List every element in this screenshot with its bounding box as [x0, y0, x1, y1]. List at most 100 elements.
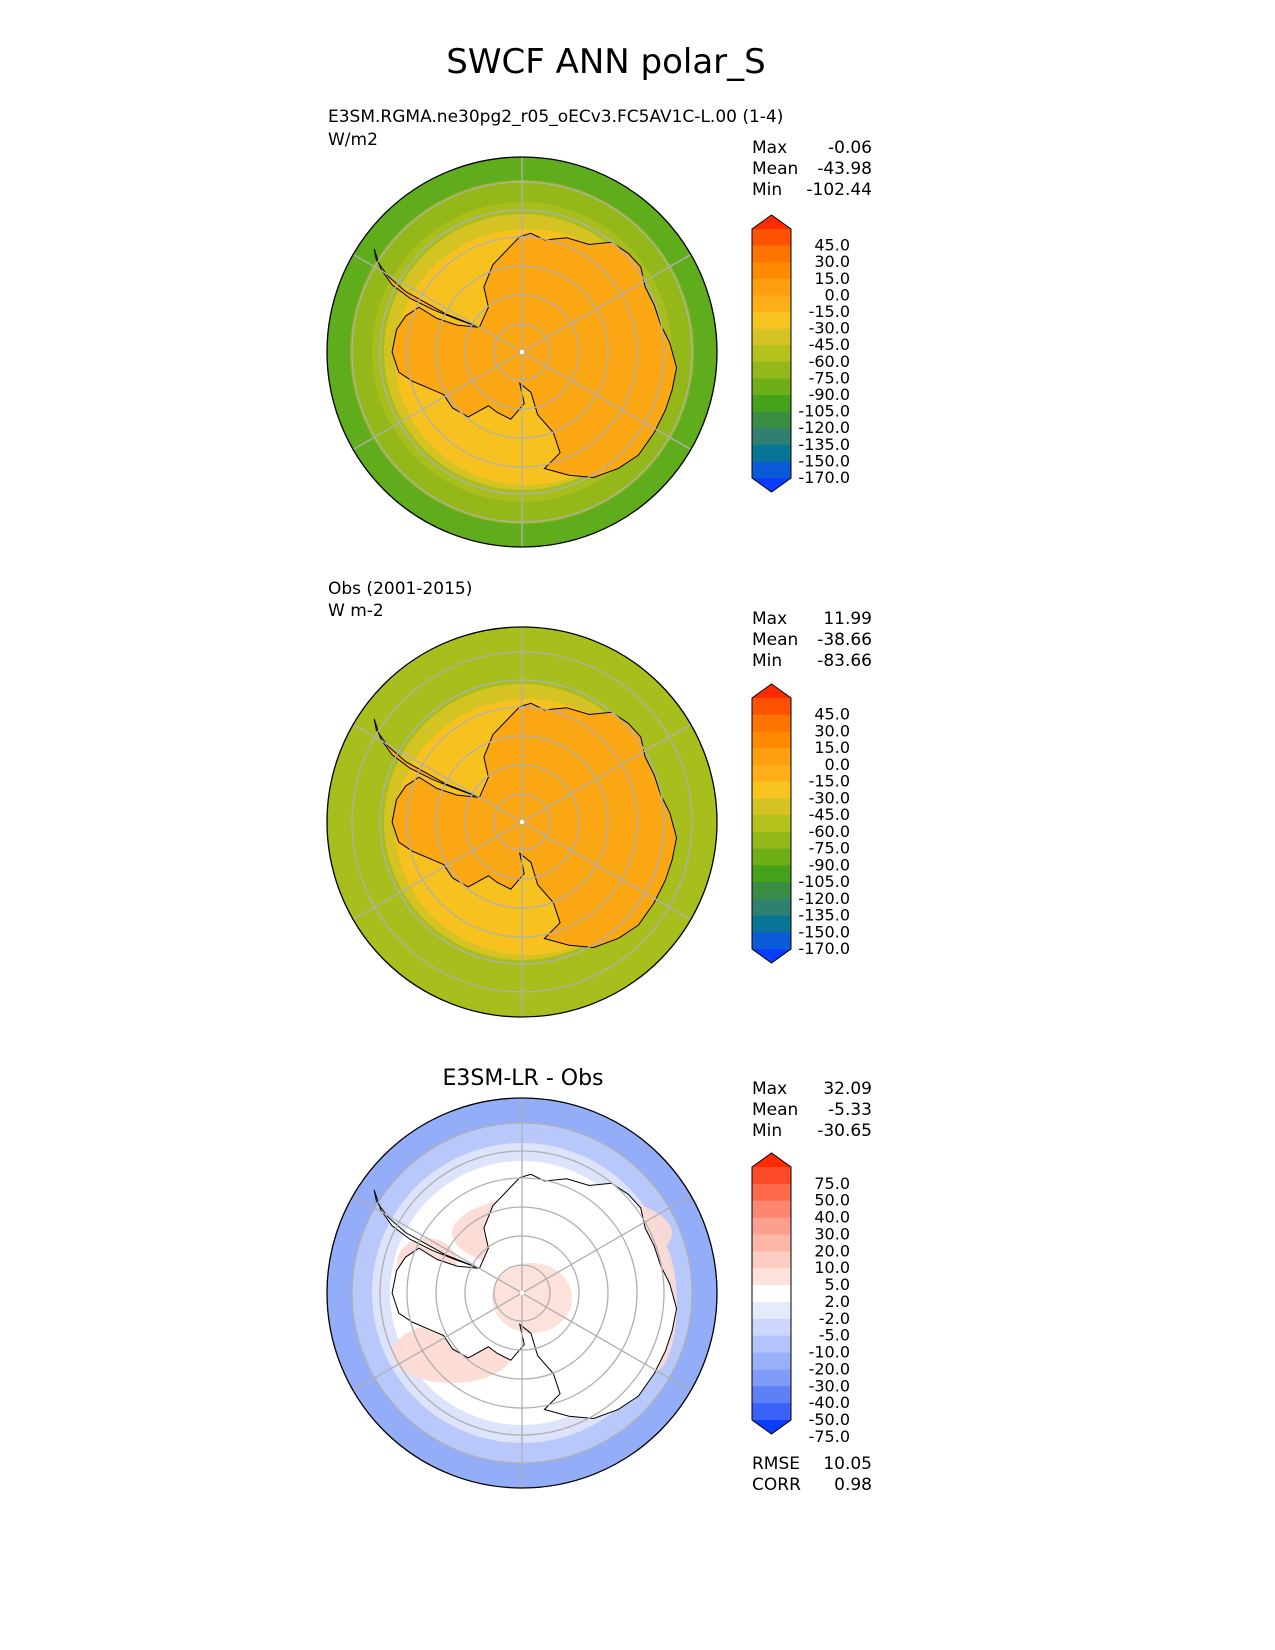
colorbar-bin [752, 1251, 791, 1269]
panel-units: W/m2 [328, 130, 378, 150]
colorbar-tick-label: 2.0 [825, 1292, 850, 1311]
colorbar-tick-label: -75.0 [809, 839, 850, 858]
colorbar-tick-label: -5.0 [819, 1326, 850, 1345]
colorbar-tick-label: -50.0 [809, 1410, 850, 1429]
colorbar-tick-label: 75.0 [814, 1174, 850, 1193]
colorbar-tick-label: 10.0 [814, 1258, 850, 1277]
colorbar-tick-label: 15.0 [814, 269, 850, 288]
colorbar-tick-label: -2.0 [819, 1309, 850, 1328]
colorbar-tick-label: -60.0 [809, 352, 850, 371]
colorbar-bin [752, 312, 791, 330]
stat-value-max: -0.06 [828, 138, 872, 158]
coastline [391, 702, 678, 948]
colorbar-outline [751, 683, 792, 964]
map-border [326, 626, 718, 1018]
colorbar-bin [752, 461, 791, 479]
colorbar-bin [752, 1352, 791, 1370]
colorbar-extend-min [752, 1420, 791, 1434]
colorbar-tick-label: -20.0 [809, 1359, 850, 1378]
coastline [391, 232, 678, 478]
colorbar-bin [752, 1335, 791, 1354]
colorbar-bin [752, 1217, 791, 1235]
colorbar: 45.030.015.00.0-15.0-30.0-45.0-60.0-75.0… [751, 214, 850, 493]
colorbar-bin [752, 848, 791, 866]
colorbar-tick-label: -90.0 [809, 855, 850, 874]
stat-value-min: -102.44 [806, 180, 872, 200]
colorbar-tick-label: -45.0 [809, 335, 850, 354]
colorbar-bin [752, 444, 791, 462]
map-border [326, 156, 718, 548]
colorbar-extend-max [752, 684, 791, 698]
stat-label-min: Min [752, 1121, 782, 1141]
stat-value-min: -30.65 [817, 1121, 872, 1141]
continent-field [392, 233, 677, 478]
colorbar-bin [752, 898, 791, 917]
colorbar-extend-max [752, 215, 791, 229]
colorbar-bin [752, 361, 791, 379]
meridian-line [352, 351, 523, 451]
colorbar-extend-min [752, 478, 791, 492]
colorbar-outline [751, 214, 792, 493]
colorbar-bin [752, 345, 791, 363]
map-panel-2: Obs (2001-2015)W m-2 Max 11.99 Mean -38.66 Mi… [326, 579, 872, 1018]
panel-title: E3SM-LR - Obs [443, 1066, 604, 1091]
colorbar-tick-label: -45.0 [809, 805, 850, 824]
colorbar-bin [752, 428, 791, 446]
pole-marker [519, 1290, 525, 1296]
stat-label-mean: Mean [752, 1100, 798, 1120]
stat-label-mean: Mean [752, 159, 798, 179]
stat-value-mean: -43.98 [817, 159, 872, 179]
colorbar-tick-label: -120.0 [798, 418, 850, 437]
colorbar-extend-max [752, 1153, 791, 1167]
pole-marker [519, 819, 525, 825]
colorbar-tick-label: 30.0 [814, 252, 850, 271]
colorbar-bin [752, 815, 791, 833]
colorbar-tick-label: -135.0 [798, 435, 850, 454]
colorbar-bin [752, 278, 791, 296]
colorbar-bin [752, 1285, 791, 1303]
graticule [351, 157, 693, 547]
colorbar-bin [752, 262, 791, 280]
graticule [351, 627, 693, 1017]
colorbar-tick-label: 0.0 [825, 755, 850, 774]
metric-value-corr: 0.98 [834, 1475, 872, 1495]
colorbar-tick-label: 30.0 [814, 1224, 850, 1243]
colorbar-tick-label: 20.0 [814, 1241, 850, 1260]
colorbar-tick-label: -150.0 [798, 451, 850, 470]
metric-label-corr: CORR [752, 1475, 801, 1495]
peninsula-coastline [373, 248, 480, 328]
colorbar-bin [752, 1369, 791, 1387]
meridian-line [521, 351, 692, 451]
colorbar-tick-label: 5.0 [825, 1275, 850, 1294]
colorbar-bin [752, 1234, 791, 1252]
continent-field [392, 703, 677, 948]
map-border [326, 1097, 718, 1489]
colorbar-tick-label: -170.0 [798, 939, 850, 958]
colorbar-tick-label: -15.0 [809, 772, 850, 791]
coastline [391, 1173, 678, 1419]
colorbar-bin [752, 932, 791, 950]
stat-value-min: -83.66 [817, 651, 872, 671]
panel-title: E3SM.RGMA.ne30pg2_r05_oECv3.FC5AV1C-L.00… [328, 107, 783, 127]
colorbar-bin [752, 698, 791, 716]
colorbar-bin [752, 328, 791, 346]
stat-label-min: Min [752, 651, 782, 671]
colorbar-tick-label: -105.0 [798, 402, 850, 421]
meridian-line [352, 1292, 523, 1392]
stat-value-mean: -5.33 [828, 1100, 872, 1120]
colorbar-bin [752, 831, 791, 850]
colorbar-tick-label: 45.0 [814, 705, 850, 724]
stat-label-max: Max [752, 1079, 787, 1099]
colorbar-tick-label: -105.0 [798, 872, 850, 891]
meridian-line [521, 1194, 692, 1294]
colorbar-tick-label: -60.0 [809, 822, 850, 841]
stat-value-max: 11.99 [823, 609, 872, 629]
colorbar-tick-label: -10.0 [809, 1343, 850, 1362]
colorbar-bin [752, 1167, 791, 1185]
panels: E3SM.RGMA.ne30pg2_r05_oECv3.FC5AV1C-L.00… [326, 107, 872, 1495]
colorbar-tick-label: 30.0 [814, 721, 850, 740]
colorbar-tick-label: -30.0 [809, 788, 850, 807]
colorbar-bin [752, 764, 791, 783]
graticule [351, 1098, 693, 1488]
